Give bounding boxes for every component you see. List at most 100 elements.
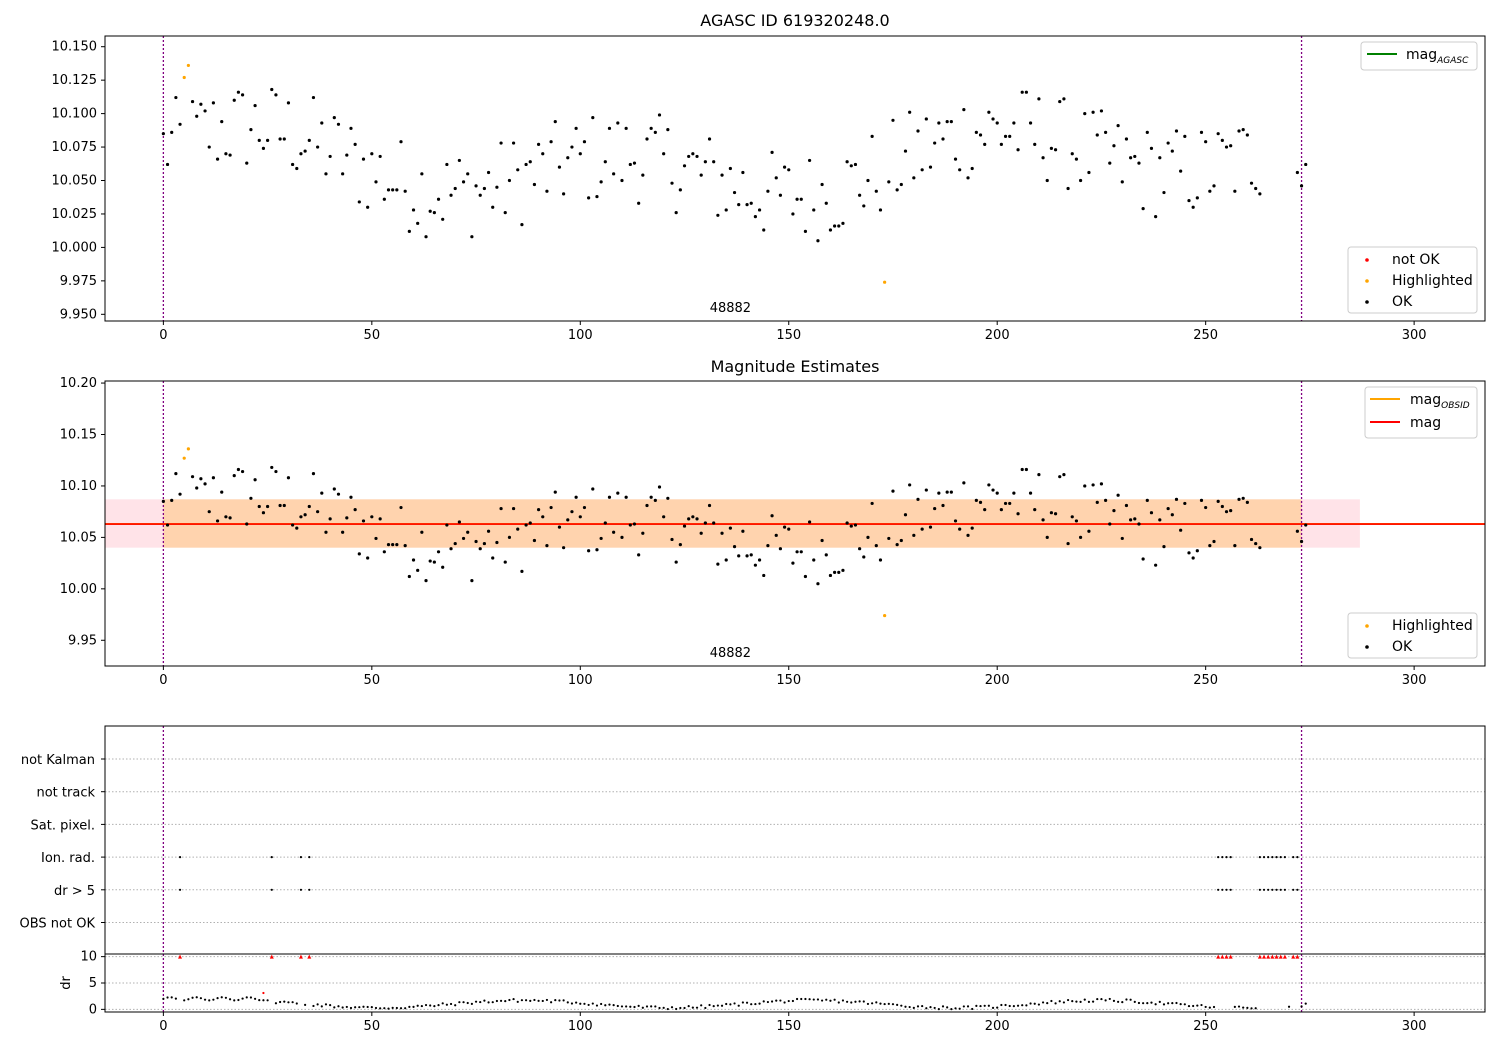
dr-axis-label: dr [59, 976, 74, 990]
ok-point-top [165, 162, 170, 167]
dr-point [1091, 1000, 1095, 1003]
x-tick-label-0-dr: 0 [159, 1019, 167, 1034]
dr-capped-marker [1291, 954, 1296, 959]
ok-point-mid [1087, 529, 1091, 533]
ok-point-top [311, 95, 316, 100]
ok-point-mid [261, 511, 266, 515]
dr-point [1179, 1003, 1182, 1006]
ok-point-top [874, 189, 878, 193]
ok-point-top [395, 188, 399, 192]
ok-point-mid [791, 561, 795, 565]
top-panel-title: AGASC ID 619320248.0 [700, 11, 889, 30]
ok-point-mid [1033, 508, 1037, 512]
ok-point-mid [357, 552, 361, 556]
ok-point-mid [1179, 528, 1183, 532]
top-plot-area: 0 50 100 150 200 250 300 9.950 9.975 10.000 10.025… [52, 36, 1427, 343]
dr-point [279, 1000, 282, 1004]
ok-point-top [612, 172, 616, 176]
ok-point-top [1062, 97, 1066, 101]
flag-point [299, 888, 303, 891]
dr-point [779, 999, 782, 1002]
ok-point-top [1066, 186, 1070, 191]
ok-point-mid [378, 517, 382, 521]
ok-point-mid [1016, 512, 1020, 516]
dr-point [650, 1005, 653, 1008]
ok-point-mid [495, 540, 499, 545]
ok-point-mid [903, 513, 908, 517]
ok-point-top [1095, 133, 1099, 137]
ok-point-mid [1258, 546, 1262, 550]
legend-label-highlighted: Highlighted [1392, 273, 1473, 289]
ok-point-top [1224, 145, 1229, 149]
flag-point [1296, 856, 1299, 859]
ok-point-top [1166, 141, 1170, 145]
dr-point [495, 999, 499, 1003]
ok-point-mid [311, 471, 316, 476]
ok-point-mid [1053, 512, 1058, 516]
dr-point [491, 1001, 494, 1004]
ok-point-top [420, 172, 424, 176]
ok-point-mid [532, 538, 537, 543]
ok-point-top [253, 103, 257, 108]
flag-point [1292, 888, 1295, 891]
ok-point-mid [395, 542, 399, 547]
ok-point-mid [908, 483, 912, 487]
ok-point-mid [274, 469, 278, 474]
dr-capped-marker [1278, 954, 1283, 959]
dr-point [304, 1003, 307, 1006]
flag-point [1229, 888, 1232, 891]
ok-point-top [482, 186, 486, 191]
dr-point [216, 997, 219, 1000]
ok-point-top [449, 193, 453, 197]
ok-point-top [432, 211, 436, 215]
ok-point-top [507, 178, 512, 183]
dr-point [329, 1003, 332, 1007]
ok-point-mid [562, 546, 566, 550]
ok-point-top [858, 193, 862, 197]
quality-flags-panel: not Kalman not track Sat. pixel. Ion. rad. d… [20, 725, 1486, 955]
dr-point [766, 1000, 770, 1004]
dr-point [1096, 997, 1099, 1001]
ok-point-top [807, 158, 812, 163]
ok-point-mid [507, 535, 512, 539]
ok-point-top [324, 172, 328, 176]
ok-point-mid [240, 469, 245, 474]
ok-point-mid [1208, 544, 1212, 548]
dr-point [366, 1005, 369, 1009]
dr-point [1254, 1007, 1257, 1010]
ok-point-top [870, 134, 874, 138]
ok-point-mid [662, 515, 666, 519]
dr-point [1167, 1002, 1170, 1005]
dr-point [199, 997, 202, 1000]
ok-point-mid [545, 544, 549, 548]
ok-point-top [924, 117, 928, 121]
ok-point-mid [295, 526, 299, 530]
ok-point-top [1141, 207, 1145, 211]
ok-point-top [291, 162, 295, 167]
y-tick-label-0-dr: 0 [89, 1002, 97, 1017]
dr-point [1146, 1001, 1149, 1005]
x-tick-label-150-top: 150 [776, 328, 801, 343]
dr-point [912, 1006, 915, 1009]
y-tick-label-10.050-top: 10.050 [52, 174, 98, 189]
ok-point-mid [391, 542, 395, 547]
ok-point-mid [178, 492, 182, 496]
ok-point-mid [1162, 545, 1166, 549]
dr-point [316, 1003, 319, 1006]
top-legend-lower: not OK Highlighted OK [1347, 246, 1478, 314]
ok-point-mid [224, 515, 228, 519]
ok-point-mid [207, 510, 211, 514]
dr-point [783, 1001, 786, 1004]
ok-point-mid [265, 504, 270, 509]
dr-point [579, 1002, 582, 1005]
ok-point-top [687, 154, 691, 159]
ok-point-top [528, 160, 532, 164]
flag-point [1221, 888, 1224, 891]
ok-point-mid [528, 521, 532, 525]
dr-capped-marker [1216, 954, 1221, 959]
dr-capped-marker [1266, 954, 1271, 959]
ok-point-mid [374, 536, 378, 541]
y-tick-label-10.000-top: 10.000 [52, 240, 98, 255]
dr-point [499, 999, 503, 1002]
ok-point-top [603, 160, 607, 164]
